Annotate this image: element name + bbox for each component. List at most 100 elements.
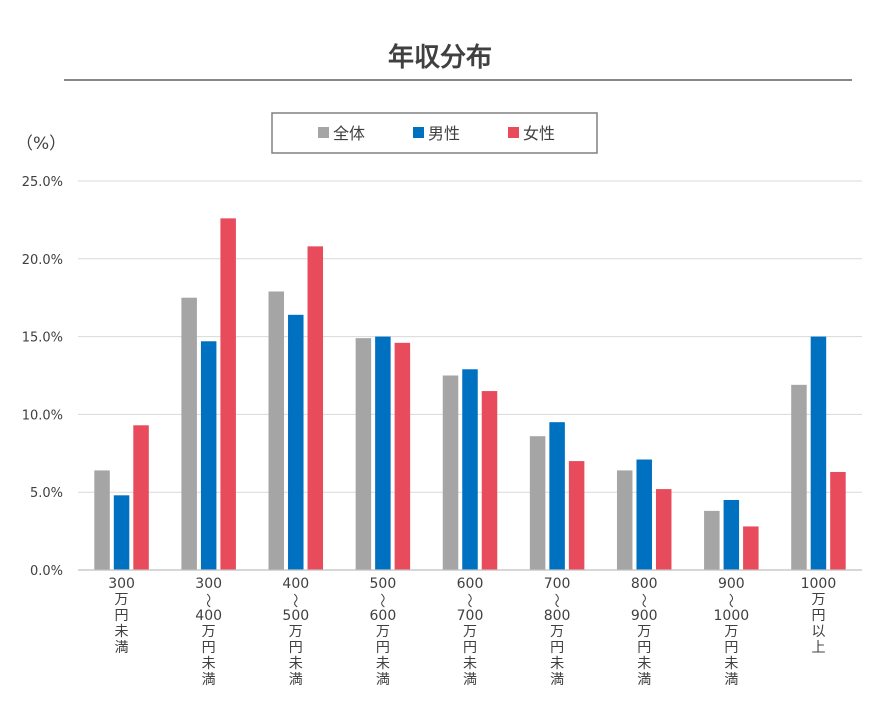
y-tick-label: 5.0% [30, 486, 63, 501]
bar [220, 218, 236, 570]
x-tick-label-line: 万 [115, 592, 129, 608]
bar [568, 461, 585, 570]
x-tick-label-line: 未 [463, 656, 477, 672]
legend-swatch [318, 127, 329, 138]
bar [394, 342, 411, 570]
y-tick-label: 0.0% [30, 564, 63, 579]
x-tick-label-line: 300 [195, 576, 222, 592]
x-tick-label-line: 未 [202, 656, 216, 672]
x-tick-label-line: 円 [202, 640, 216, 656]
x-tick-label-line: 300 [108, 576, 135, 592]
bar [636, 459, 652, 570]
bar [723, 499, 740, 570]
range-tilde-glyph [468, 593, 472, 608]
x-tick-label-line: 満 [115, 640, 129, 656]
y-tick-label: 20.0% [22, 253, 63, 268]
x-tick-label-line: 円 [550, 640, 564, 656]
x-tick-label-line: 円 [637, 640, 651, 656]
x-axis-labels: 300万円未満300400万円未満400500万円未満500600万円未満600… [108, 576, 836, 688]
x-tick-label-line: 円 [463, 640, 477, 656]
bar [743, 526, 759, 570]
x-tick-label-line: 未 [637, 656, 651, 672]
x-tick-label-line: 円 [289, 640, 303, 656]
x-tick-label-line: 900 [718, 576, 745, 592]
bar [791, 384, 807, 570]
x-tick-label-line: 満 [724, 672, 738, 688]
bar [810, 336, 827, 570]
x-tick-label-line: 1000 [801, 576, 837, 592]
x-tick-label-line: 万 [550, 624, 564, 640]
x-tick-label-line: 満 [202, 672, 216, 688]
bar [462, 369, 478, 570]
bar [181, 297, 197, 570]
bar [704, 510, 720, 570]
x-tick-label-line: 未 [115, 624, 129, 640]
y-axis-unit-label: （%） [16, 134, 66, 154]
x-tick-label-line: 円 [811, 608, 825, 624]
y-tick-label: 25.0% [22, 175, 63, 190]
legend-box [271, 112, 598, 154]
bar [830, 471, 846, 570]
x-tick-label-line: 満 [289, 672, 303, 688]
bar [288, 314, 304, 570]
legend-label: 全体 [333, 124, 365, 143]
x-tick-label-line: 満 [376, 672, 390, 688]
legend-label: 女性 [523, 124, 555, 143]
x-tick-label-line: 700 [544, 576, 571, 592]
x-tick-label-line: 万 [724, 624, 738, 640]
range-tilde-glyph [729, 593, 734, 608]
bar [616, 470, 633, 570]
x-tick-label-line: 円 [724, 640, 738, 656]
bar [355, 338, 372, 570]
legend-swatch [508, 127, 519, 138]
bar [375, 336, 391, 570]
x-tick-label-line: 未 [376, 656, 390, 672]
y-tick-label: 15.0% [22, 331, 63, 346]
x-tick-label-line: 1000 [714, 608, 750, 624]
range-tilde-glyph [206, 593, 211, 608]
y-axis-ticks: 0.0% 5.0% 10.0% 15.0% 20.0% 25.0% [22, 175, 63, 579]
x-tick-label-line: 600 [457, 576, 484, 592]
x-tick-label-line: 以 [811, 624, 825, 640]
bar [307, 246, 324, 571]
bar [529, 436, 546, 570]
x-tick-label-line: 400 [282, 576, 309, 592]
x-tick-label-line: 万 [376, 624, 390, 640]
x-tick-label-line: 未 [550, 656, 564, 672]
x-tick-label-line: 万 [202, 624, 216, 640]
x-tick-label-line: 万 [637, 624, 651, 640]
chart-title: 年収分布 [388, 42, 492, 73]
legend-label: 男性 [428, 124, 460, 143]
x-tick-label-line: 800 [544, 608, 571, 624]
x-tick-label-line: 800 [631, 576, 658, 592]
x-tick-label-line: 未 [724, 656, 738, 672]
x-tick-label-line: 円 [115, 608, 129, 624]
x-tick-label-line: 700 [457, 608, 484, 624]
x-tick-label-line: 満 [637, 672, 651, 688]
range-tilde-glyph [293, 593, 298, 608]
bar [268, 291, 285, 570]
range-tilde-glyph [642, 593, 647, 608]
x-tick-label-line: 万 [811, 592, 825, 608]
x-tick-label-line: 満 [463, 672, 477, 688]
bar [655, 489, 672, 570]
bar [113, 495, 130, 570]
bar [94, 470, 110, 570]
x-tick-label-line: 万 [463, 624, 477, 640]
legend-swatch [413, 127, 424, 138]
bars [94, 218, 846, 571]
x-tick-label-line: 500 [282, 608, 309, 624]
bar [442, 375, 459, 570]
x-tick-label-line: 400 [195, 608, 222, 624]
x-tick-label-line: 上 [811, 640, 825, 656]
bar [549, 422, 565, 570]
range-tilde-glyph [381, 593, 385, 608]
legend: 全体 男性 女性 [271, 112, 598, 154]
